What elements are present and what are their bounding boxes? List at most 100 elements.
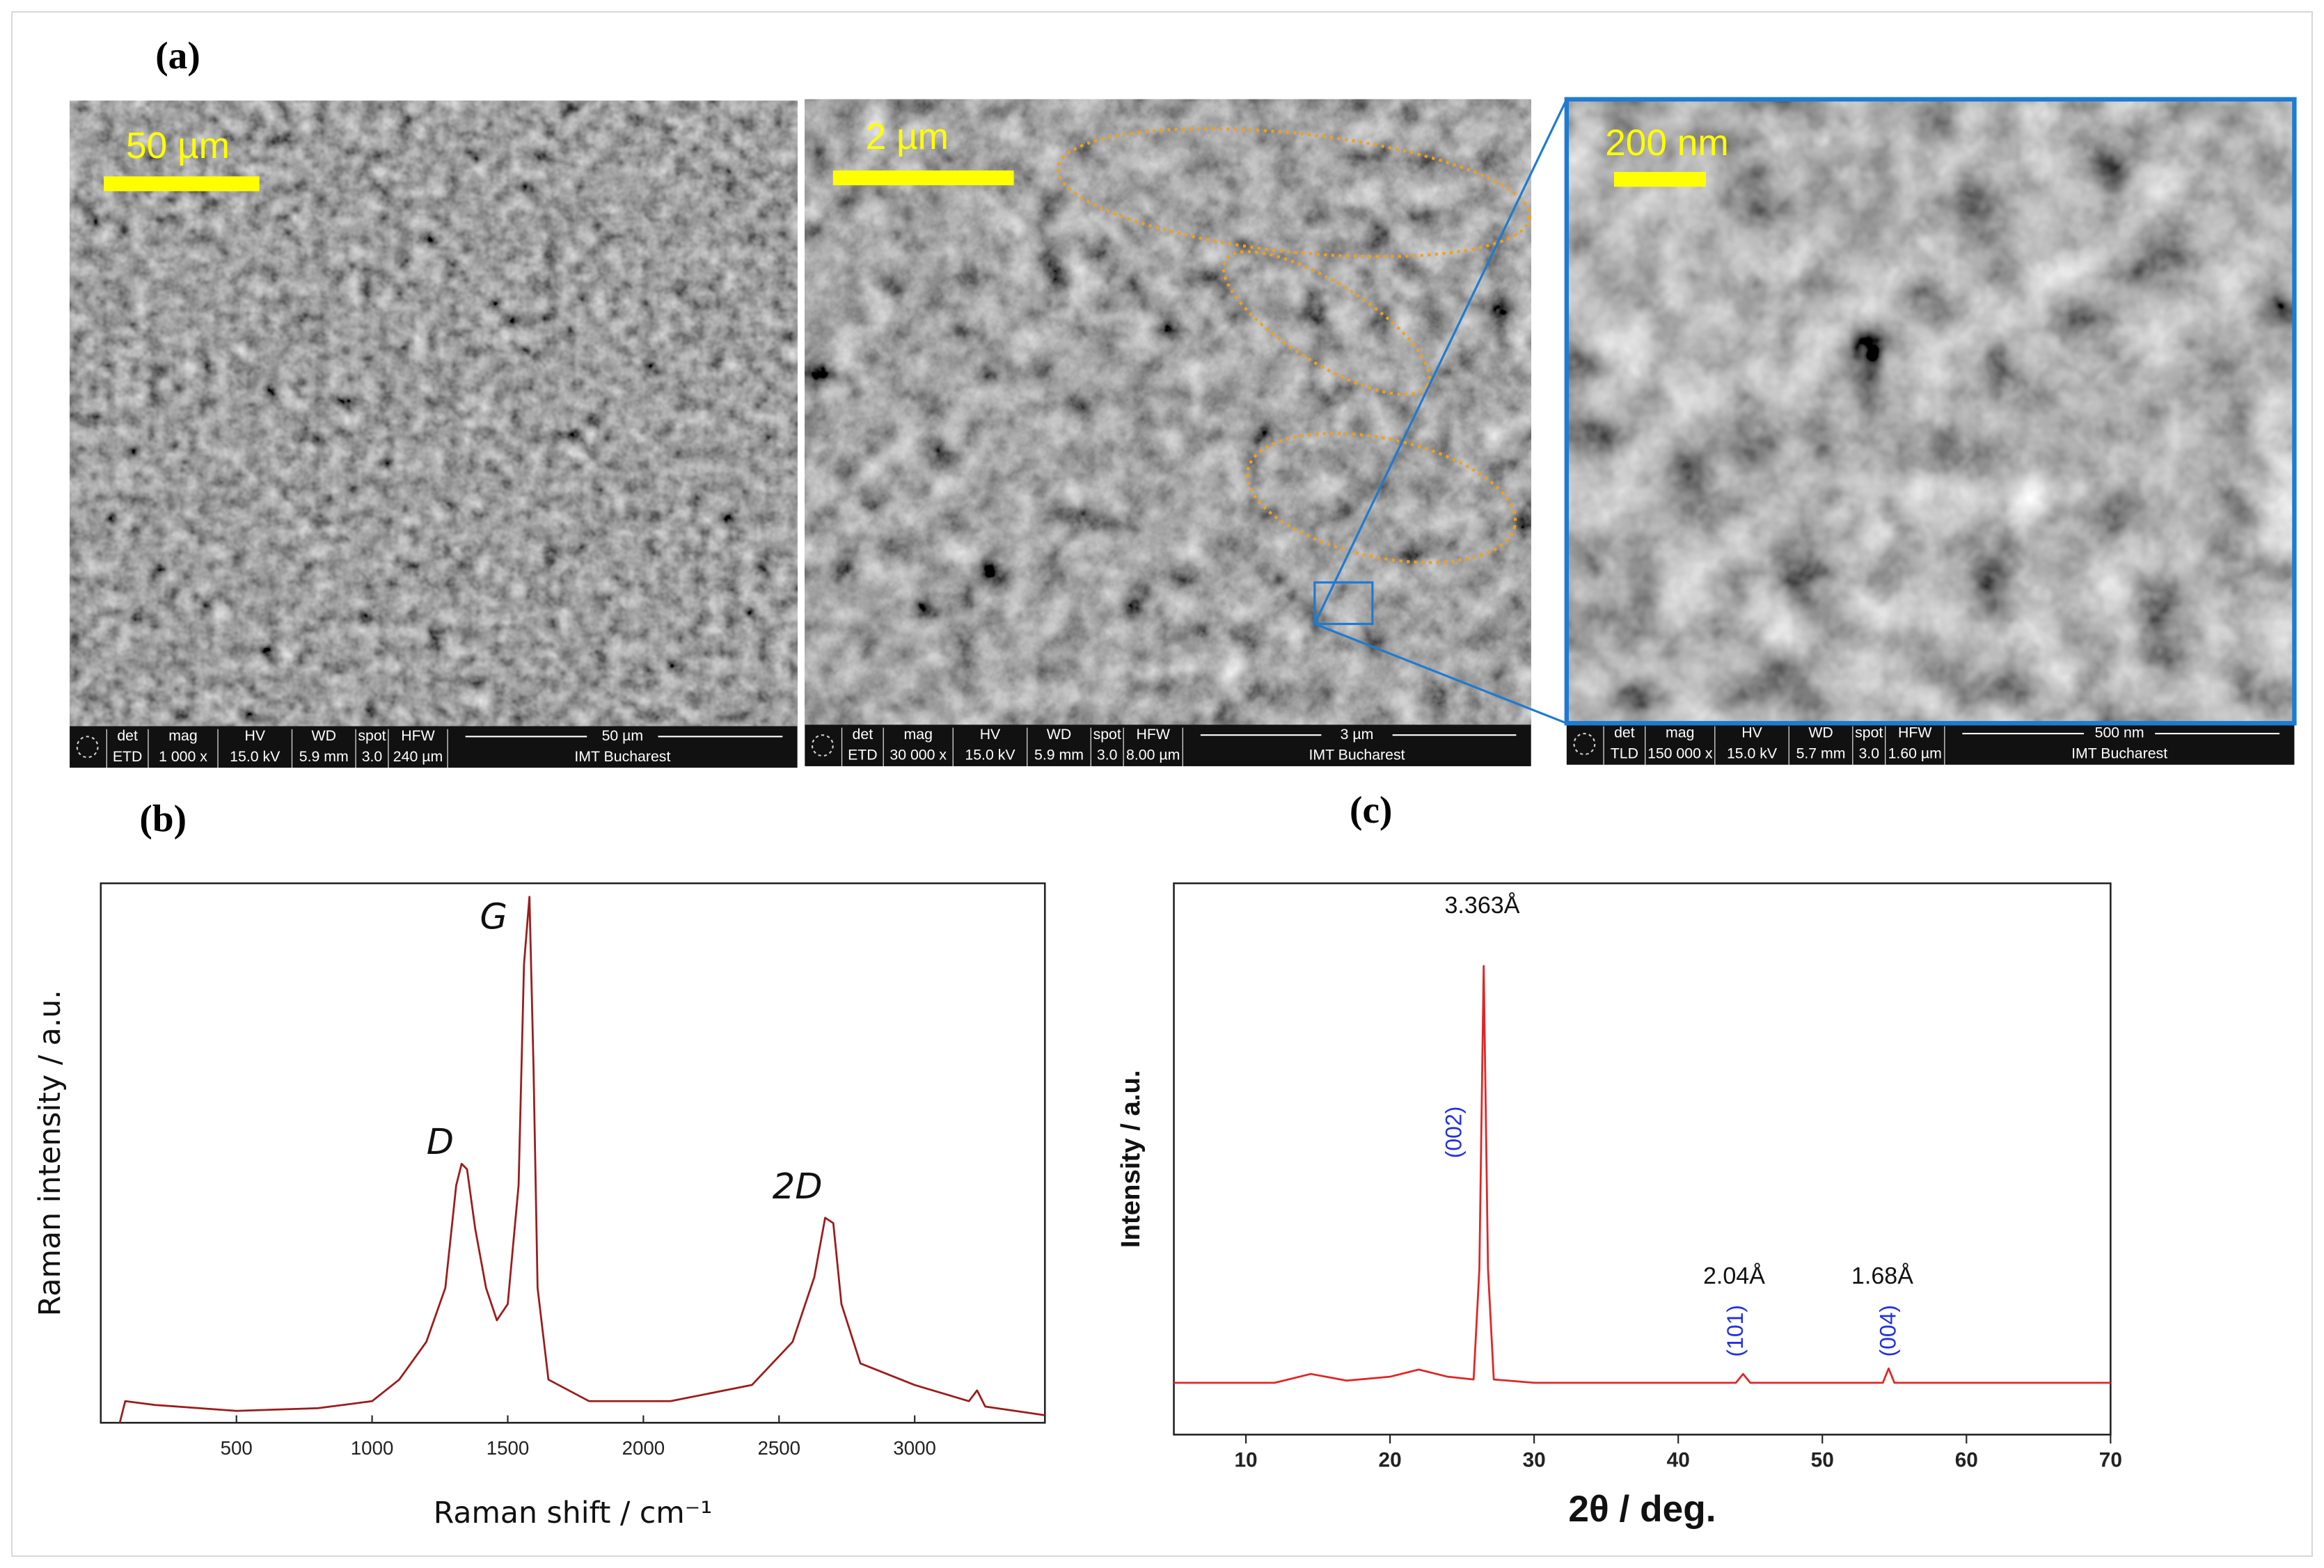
info-value: 5.9 mm [1034, 747, 1084, 763]
spectrum-line [1173, 965, 2111, 1384]
info-header: HFW [1136, 726, 1170, 743]
info-value: 3.0 [1097, 747, 1118, 763]
info-institution: IMT Bucharest [574, 748, 670, 765]
annotation: (004) [1876, 1305, 1901, 1357]
annotation: G [480, 896, 507, 937]
logo [1573, 733, 1596, 755]
info-value: 3.0 [1858, 745, 1879, 762]
annotation: 2D [773, 1166, 823, 1207]
info-header: det [853, 726, 874, 743]
info-header: spot [1093, 726, 1121, 743]
zoom-line [1314, 623, 1567, 724]
info-scale-gap [1321, 726, 1393, 745]
x-tick-label: 70 [2099, 1449, 2122, 1472]
plot-frame [1173, 882, 2112, 1436]
x-tick-label: 30 [1523, 1449, 1546, 1472]
spectrum-line [118, 896, 1045, 1423]
info-value: 1 000 x [159, 748, 207, 765]
sem-image [1566, 99, 2295, 724]
info-bar-label: 50 µm [602, 727, 644, 744]
scale-bar [1613, 172, 1707, 187]
x-tick-label: 20 [1379, 1449, 1402, 1472]
y-axis-label: Raman intensity / a.u. [33, 990, 68, 1316]
zoom-box [1313, 581, 1374, 626]
info-header: WD [312, 727, 336, 744]
highlight [1056, 127, 1532, 258]
info-bar [805, 724, 1531, 766]
info-value: 5.7 mm [1796, 745, 1846, 762]
logo [76, 736, 99, 759]
panel-label: (a) [155, 34, 200, 77]
x-tick-label: 2500 [757, 1437, 800, 1459]
info-value: 8.00 µm [1126, 747, 1180, 763]
info-header: det [117, 727, 138, 744]
info-value: ETD [848, 747, 878, 763]
info-bar [1566, 723, 2295, 765]
x-tick-label: 2000 [622, 1437, 665, 1459]
info-bar-label: 500 nm [2095, 724, 2144, 741]
annotation: D [427, 1122, 454, 1163]
x-tick-label: 60 [1955, 1449, 1978, 1472]
scale-bar-label: 200 nm [1605, 122, 1729, 164]
info-institution: IMT Bucharest [2071, 745, 2167, 762]
info-scale-gap [2084, 724, 2156, 743]
x-tick-label: 50 [1811, 1449, 1834, 1472]
zoom-line [1313, 98, 1568, 625]
plot-frame [100, 882, 1046, 1424]
x-tick-label: 3000 [893, 1437, 936, 1459]
x-tick-label: 10 [1234, 1449, 1257, 1472]
scale-bar [832, 170, 1014, 186]
panel-label: (c) [1350, 789, 1392, 831]
sem-image [805, 99, 1531, 725]
x-axis-label: 2θ / deg. [1568, 1489, 1716, 1530]
scale-bar-label: 2 µm [866, 116, 949, 157]
info-header: mag [1666, 724, 1694, 741]
info-header: HFW [401, 727, 435, 744]
y-axis-label: Intensity / a.u. [1116, 1070, 1146, 1248]
x-tick-label: 40 [1667, 1449, 1690, 1472]
panel-label: (b) [139, 798, 187, 840]
info-bar-label: 3 µm [1341, 726, 1374, 743]
info-value: 15.0 kV [1727, 745, 1778, 762]
zoom-frame [1564, 97, 2297, 726]
annotation: 3.363Å [1444, 892, 1519, 919]
info-value: 5.9 mm [299, 748, 349, 765]
info-value: 30 000 x [890, 747, 947, 763]
info-value: TLD [1611, 745, 1638, 762]
info-institution: IMT Bucharest [1309, 747, 1405, 763]
x-tick-label: 500 [221, 1437, 253, 1459]
info-header: spot [358, 727, 386, 744]
info-header: WD [1808, 724, 1833, 741]
info-header: mag [904, 726, 933, 743]
info-header: HV [1741, 724, 1762, 741]
highlight [1246, 431, 1517, 564]
info-value: 1.60 µm [1888, 745, 1942, 762]
info-header: HV [244, 727, 265, 744]
sem-image [70, 100, 798, 727]
x-axis-label: Raman shift / cm⁻¹ [434, 1496, 713, 1530]
info-value: 3.0 [362, 748, 383, 765]
figure-border [10, 10, 2314, 1558]
logo [811, 734, 834, 757]
annotation: (101) [1723, 1305, 1748, 1357]
scale-bar-label: 50 µm [126, 125, 230, 166]
info-value: ETD [113, 748, 143, 765]
annotation: (002) [1441, 1107, 1467, 1159]
annotation: 1.68Å [1851, 1263, 1913, 1290]
info-header: det [1614, 724, 1635, 741]
info-value: 150 000 x [1647, 745, 1713, 762]
x-tick-label: 1000 [351, 1437, 394, 1459]
info-value: 15.0 kV [230, 748, 280, 765]
info-header: spot [1855, 724, 1883, 741]
info-header: WD [1047, 726, 1071, 743]
info-value: 240 µm [393, 748, 443, 765]
highlight [1222, 250, 1431, 396]
scale-bar [104, 176, 260, 191]
info-header: HFW [1898, 724, 1932, 741]
info-header: HV [980, 726, 1001, 743]
annotation: 2.04Å [1703, 1263, 1765, 1290]
info-header: mag [168, 727, 197, 744]
info-bar [70, 726, 798, 768]
x-tick-label: 1500 [487, 1437, 530, 1459]
